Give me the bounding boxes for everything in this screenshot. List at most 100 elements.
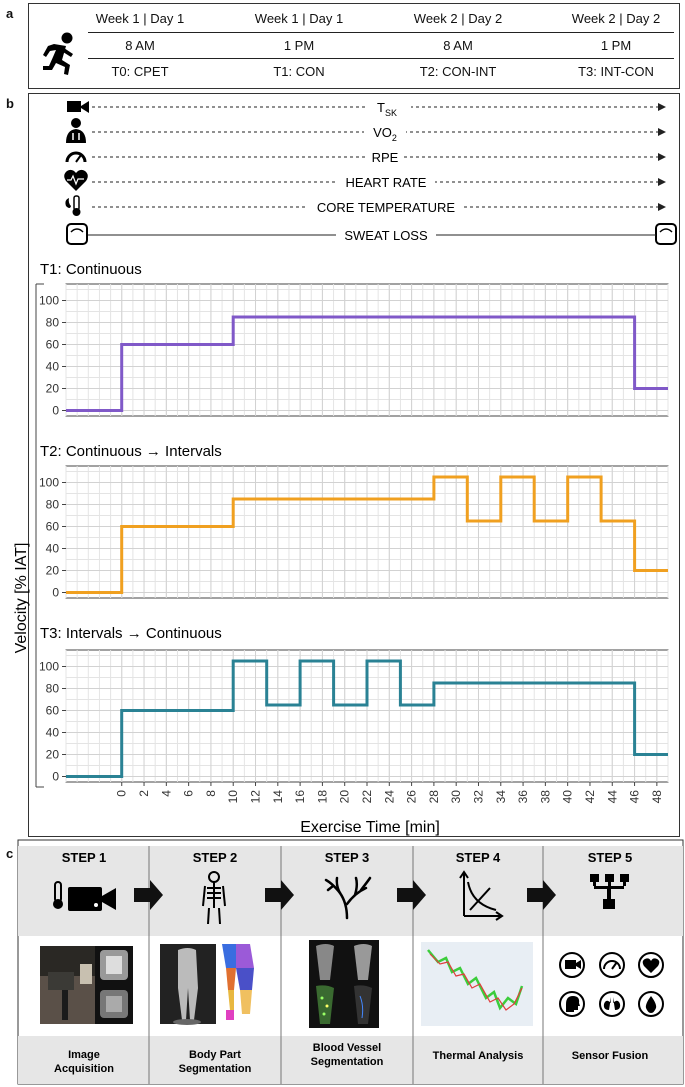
y-tick-label: 20: [46, 382, 60, 396]
step-arrow: [397, 880, 426, 910]
schedule-trial: T0: CPET: [111, 64, 169, 79]
y-tick-label: 100: [39, 660, 59, 674]
schedule-time: 1 PM: [600, 38, 632, 53]
x-tick-label: 2: [137, 790, 151, 797]
y-tick-label: 100: [39, 294, 59, 308]
x-tick-label: 22: [360, 790, 374, 804]
step-2-label: Body Part Segmentation: [179, 1049, 252, 1075]
sensor-heart-icon: [638, 952, 664, 978]
rpe-label: RPE: [372, 150, 399, 165]
schedule-time: 8 AM: [443, 38, 473, 53]
y-tick-label: 60: [46, 704, 60, 718]
sensor-camera-icon: [559, 952, 585, 978]
thermal-plot-image: [421, 942, 533, 1026]
x-tick-label: 4: [159, 790, 173, 797]
step-4-title: STEP 4: [456, 850, 501, 865]
sensor-lungs-icon: [599, 991, 625, 1017]
step-2-title: STEP 2: [193, 850, 238, 865]
step-1-title: STEP 1: [62, 850, 107, 865]
pipeline-panel: STEP 1 STEP 2 STEP 3 STEP 4 STEP 5: [17, 839, 684, 1085]
step-arrow: [527, 880, 556, 910]
chart-title: T2: Continuous → Intervals: [40, 443, 222, 460]
x-tick-label: 28: [427, 790, 441, 804]
hierarchy-icon: [590, 874, 629, 909]
schedule-trial: T2: CON-INT: [419, 64, 497, 79]
x-tick-label: 16: [293, 790, 307, 804]
lab-photo-image: [40, 946, 95, 1024]
step-3-title: STEP 3: [325, 850, 370, 865]
step-label-line: Body Part: [189, 1049, 241, 1061]
x-axis-label: Exercise Time [min]: [300, 819, 440, 836]
schedule-day: Week 2 | Day 2: [571, 11, 661, 26]
y-tick-label: 40: [46, 726, 60, 740]
panel-b-letter: b: [6, 96, 14, 111]
x-tick-label: 48: [650, 790, 664, 804]
step-label-line: Acquisition: [54, 1063, 114, 1075]
body-thermal-image: [160, 944, 216, 1025]
segmentation-map-image: [222, 944, 254, 1020]
schedule-time: 1 PM: [283, 38, 315, 53]
x-tick-label: 38: [538, 790, 552, 804]
x-tick-label: 26: [405, 790, 419, 804]
y-axis-label: Velocity [% IAT]: [13, 543, 30, 654]
x-tick-label: 42: [583, 790, 597, 804]
y-tick-label: 20: [46, 748, 60, 762]
step-label-line: Segmentation: [179, 1063, 252, 1075]
runner-icon: [43, 32, 73, 75]
chart-t1: T1: Continuous 0 20 40 60 80 100: [39, 261, 669, 418]
x-tick-label: 14: [271, 790, 285, 804]
y-tick-label: 40: [46, 360, 60, 374]
step-4-label: Thermal Analysis: [433, 1050, 524, 1062]
schedule-trial: T3: INT-CON: [578, 64, 654, 79]
tsk-label: TSK: [377, 100, 397, 118]
chart-title: T1: Continuous: [40, 261, 142, 278]
schedule-time: 8 AM: [125, 38, 155, 53]
step-label-line: Blood Vessel: [313, 1042, 381, 1054]
step-5-title: STEP 5: [588, 850, 633, 865]
panel-a-frame: [28, 3, 680, 89]
step-arrow: [134, 880, 163, 910]
x-tick-label: 24: [382, 790, 396, 804]
step-3-label: Blood Vessel Segmentation: [311, 1042, 384, 1068]
y-tick-label: 20: [46, 564, 60, 578]
vessel-images: [309, 940, 379, 1028]
x-tick-label: 36: [516, 790, 530, 804]
step-5-label: Sensor Fusion: [572, 1050, 649, 1062]
sensor-head-icon: [559, 991, 585, 1017]
y-tick-label: 60: [46, 338, 60, 352]
schedule-day: Week 2 | Day 2: [413, 11, 503, 26]
lungs-person-icon: [66, 118, 86, 143]
chart-t2: T2: Continuous → Intervals 0 20 40 60 80 100: [39, 443, 669, 600]
y-tick-label: 60: [46, 520, 60, 534]
heart-rate-label: HEART RATE: [346, 175, 427, 190]
heart-icon: [64, 169, 88, 191]
vessel-tree-icon: [324, 876, 372, 920]
skeleton-icon: [202, 871, 226, 925]
velocity-line: [66, 659, 668, 778]
x-tick-label: 40: [561, 790, 575, 804]
curve-chart-icon: [459, 870, 504, 921]
x-tick-label: 18: [315, 790, 329, 804]
step-label-line: Image: [68, 1049, 100, 1061]
x-tick-label: 44: [605, 790, 619, 804]
schedule-day: Week 1 | Day 1: [254, 11, 344, 26]
y-tick-label: 80: [46, 682, 60, 696]
velocity-line: [66, 315, 668, 412]
x-tick-label: 12: [249, 790, 263, 804]
sweat-loss-label: SWEAT LOSS: [344, 228, 428, 243]
schedule-divider-2: [88, 58, 674, 59]
y-tick-label: 40: [46, 542, 60, 556]
y-tick-label: 0: [52, 404, 59, 418]
x-tick-label: 34: [494, 790, 508, 804]
chart-title: T3: Intervals → Continuous: [40, 625, 222, 642]
y-tick-label: 0: [52, 586, 59, 600]
core-temp-label: CORE TEMPERATURE: [317, 200, 456, 215]
sensor-drop-icon: [638, 991, 664, 1017]
x-tick-label: 8: [204, 790, 218, 797]
panel-b-frame: [28, 93, 680, 837]
x-tick-label: 10: [226, 790, 240, 804]
schedule-trial: T1: CON: [273, 64, 325, 79]
step-arrow: [265, 880, 294, 910]
measurement-timeline: TSK VO2 RPE HEART RATE CORE TEMPERATURE: [64, 97, 677, 246]
schedule-day: Week 1 | Day 1: [95, 11, 185, 26]
